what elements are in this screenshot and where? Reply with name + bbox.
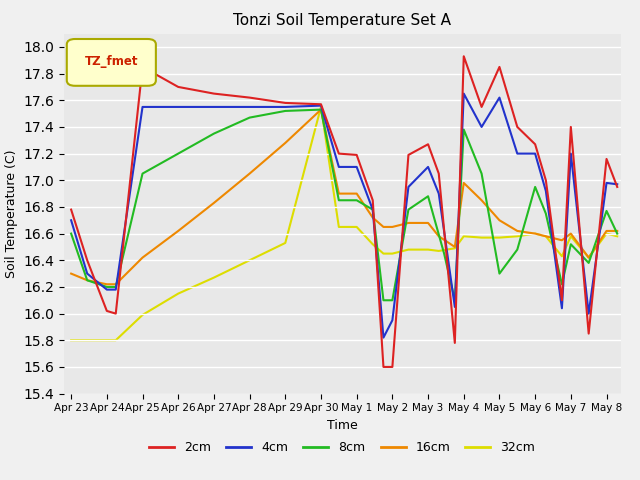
X-axis label: Time: Time bbox=[327, 419, 358, 432]
FancyBboxPatch shape bbox=[67, 39, 156, 86]
Text: TZ_fmet: TZ_fmet bbox=[84, 55, 138, 68]
Legend: 2cm, 4cm, 8cm, 16cm, 32cm: 2cm, 4cm, 8cm, 16cm, 32cm bbox=[145, 436, 540, 459]
Title: Tonzi Soil Temperature Set A: Tonzi Soil Temperature Set A bbox=[234, 13, 451, 28]
Y-axis label: Soil Temperature (C): Soil Temperature (C) bbox=[4, 149, 18, 278]
